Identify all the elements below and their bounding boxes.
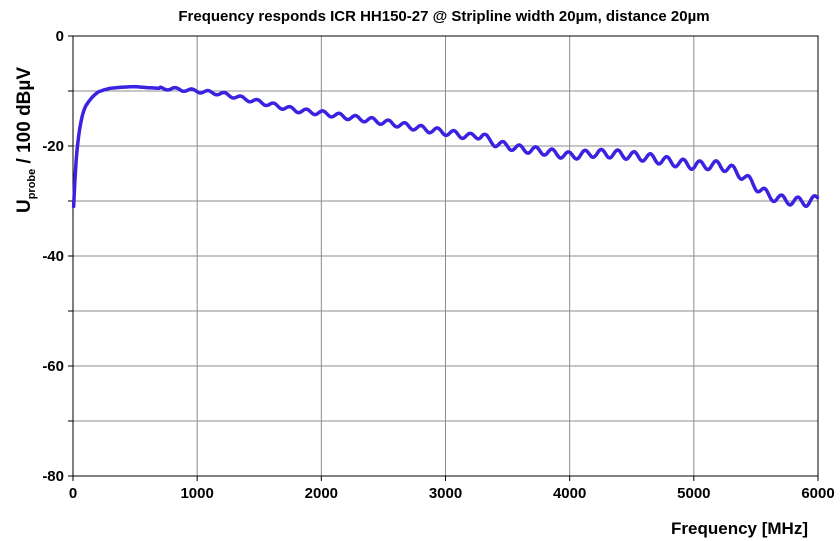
y-tick-label: -40 [42, 248, 64, 265]
ticks: 0 -20 -40 -60 -80 0 1000 2000 3000 4000 5000 6000 [42, 28, 834, 502]
series-line [71, 84, 820, 209]
x-tick-label: 3000 [429, 485, 462, 502]
y-axis-label-sub: probe [26, 169, 38, 200]
x-tick-label: 4000 [553, 485, 586, 502]
y-tick-label: -20 [42, 138, 64, 155]
x-tick-label: 6000 [801, 485, 834, 502]
x-tick-label: 0 [69, 485, 77, 502]
x-axis-label: Frequency [MHz] [671, 519, 808, 538]
x-tick-label: 5000 [677, 485, 710, 502]
y-tick-label: 0 [56, 28, 64, 45]
y-axis-label: Uprobe / 100 dBµV [14, 67, 38, 213]
grid [73, 36, 818, 476]
x-tick-label: 1000 [180, 485, 213, 502]
y-tick-label: -60 [42, 358, 64, 375]
chart-title: Frequency responds ICR HH150-27 @ Stripl… [178, 8, 709, 25]
y-tick-label: -80 [42, 468, 64, 485]
x-tick-label: 2000 [305, 485, 338, 502]
y-axis-label-rest: / 100 dBµV [14, 67, 35, 169]
y-axis-label-main: U [14, 199, 35, 213]
